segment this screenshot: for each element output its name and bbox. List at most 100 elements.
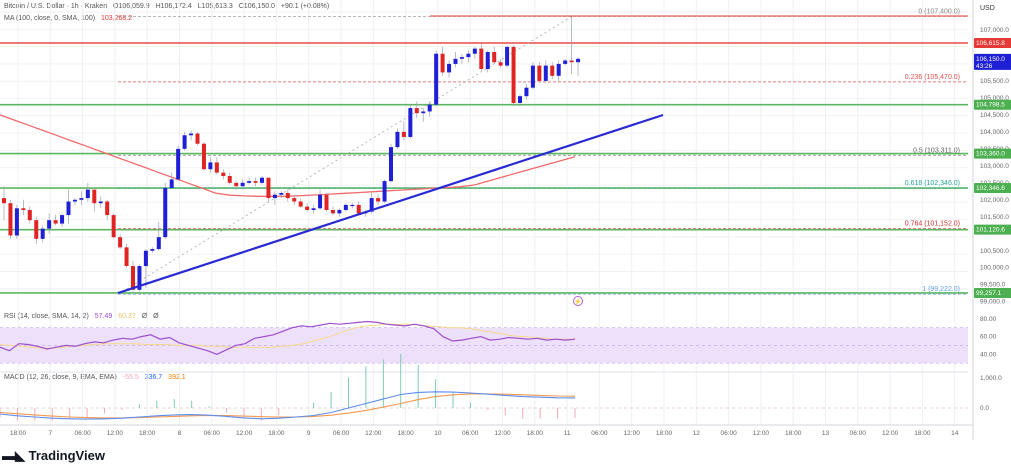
candle [576,58,581,63]
svg-text:12:00: 12:00 [624,430,641,437]
macd-pane [0,354,968,421]
candle [34,220,39,239]
candle [279,193,284,195]
candle [427,104,432,112]
candle [156,237,161,250]
candle [556,63,561,76]
svg-text:102,346.6: 102,346.6 [976,185,1005,192]
svg-text:105,500.0: 105,500.0 [980,78,1009,85]
candle [440,53,445,73]
candle [466,53,471,58]
svg-text:18:00: 18:00 [268,430,285,437]
macd-legend[interactable]: MACD (12, 26, close, 9, EMA, EMA) -55.5 … [4,374,190,381]
svg-text:7: 7 [48,430,52,437]
candle [72,199,77,202]
candle [208,162,213,170]
candle [27,209,32,221]
svg-text:12:00: 12:00 [236,430,253,437]
open-value: O106,059.9 [113,3,150,10]
svg-text:06:00: 06:00 [74,430,91,437]
rsi-band [0,327,968,364]
candle [537,65,542,81]
svg-text:10: 10 [434,430,442,437]
price-tags: 106,615.8 106,150.043:26 104,798.5 103,360.… [430,15,1011,298]
candle [195,133,200,144]
tradingview-logo[interactable]: ▬◣ TradingView [2,448,105,464]
svg-text:06:00: 06:00 [462,430,479,437]
candle [382,181,387,202]
candle [518,96,522,103]
candle [337,209,342,214]
candle [111,215,116,238]
macd-label: MACD (12, 26, close, 9, EMA, EMA) [4,374,117,381]
candle [227,176,232,183]
rsi-pane [0,320,968,373]
svg-text:06:00: 06:00 [850,430,867,437]
svg-text:100,000.0: 100,000.0 [980,265,1009,272]
svg-text:105,000.0: 105,000.0 [980,95,1009,102]
low-value: L105,613.3 [197,3,233,10]
candle [356,204,361,214]
candle [201,143,206,170]
brand-text: TradingView [28,448,105,463]
candle [98,201,103,204]
candle [150,249,155,251]
currency-label[interactable]: USD [980,5,995,12]
axes: 107,000.0 105,500.0 105,000.0 104,500.0 104,… [0,0,1009,440]
candle [2,198,6,204]
svg-text:0.0: 0.0 [980,405,989,412]
svg-text:18:00: 18:00 [397,430,414,437]
svg-text:1 (99,222.0): 1 (99,222.0) [922,286,960,293]
close-value: C106,150.0 [238,3,275,10]
svg-text:⚡: ⚡ [574,298,581,306]
candle [524,87,529,97]
candle [311,208,316,210]
candle [272,194,277,199]
svg-text:101,500.0: 101,500.0 [980,214,1009,221]
candle [14,208,19,236]
svg-text:12:00: 12:00 [107,430,124,437]
candle [505,46,510,66]
candle [485,52,490,70]
candle [143,250,148,267]
candle [85,189,90,199]
svg-text:18:00: 18:00 [10,430,27,437]
chart-header-legend: Bitcoin / U.S. Dollar · 1h · Kraken O106… [4,3,333,10]
svg-text:99,000.0: 99,000.0 [980,299,1006,306]
rsi-legend[interactable]: RSI (14, close, SMA, 14, 2) 57.49 60.37 … [4,313,163,320]
rsi-extra-2: Ø [153,313,159,320]
alert-clock-icon[interactable]: ⚡ [573,296,583,306]
svg-text:99,500.0: 99,500.0 [980,282,1006,289]
candle [53,220,58,224]
candle [253,181,258,183]
ma-label: MA (100, close, 0, SMA, 100) [4,15,96,22]
svg-text:18:00: 18:00 [656,430,673,437]
svg-text:14: 14 [951,430,959,437]
svg-text:104,000.0: 104,000.0 [980,129,1009,136]
candle [60,215,65,224]
candle [169,179,174,188]
candle [234,182,239,187]
svg-text:12:00: 12:00 [494,430,511,437]
svg-text:11: 11 [564,430,571,437]
candle [66,201,71,216]
candle [298,201,303,207]
rsi-value: 57.49 [94,313,113,320]
svg-text:06:00: 06:00 [591,430,608,437]
ma-legend[interactable]: MA (100, close, 0, SMA, 100) 103,268.2 [4,15,136,22]
candle [163,187,168,238]
candle [324,194,329,210]
candle [434,53,439,105]
candle [550,65,555,76]
svg-text:1,000.0: 1,000.0 [980,375,1002,382]
candle [305,206,310,210]
candle [401,131,406,137]
svg-text:18:00: 18:00 [139,430,156,437]
svg-text:102,000.0: 102,000.0 [980,197,1009,204]
candle [285,193,290,199]
rsi-sma-value: 60.37 [118,313,136,320]
candle [214,162,219,173]
candle [118,237,123,248]
candle [318,194,323,209]
